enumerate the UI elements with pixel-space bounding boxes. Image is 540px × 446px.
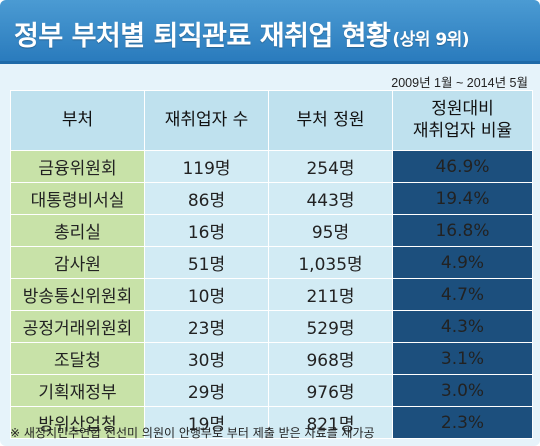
cell-dept: 금융위원회 [10,150,145,183]
cell-quota: 529명 [268,310,393,343]
header-ratio-line2: 재취업자 비율 [412,120,513,141]
cell-reemployed: 10명 [144,278,269,311]
footnote: ※ 새정치민주연합 진선미 의원이 안행부로 부터 제출 받은 자료를 재가공 [10,426,375,440]
cell-ratio: 4.9% [392,246,533,279]
chart-title-main: 정부 부처별 퇴직관료 재취업 현황 [14,21,391,52]
table-row: 방위산업청 19명 821명 2.3% [10,406,533,439]
table-body: 금융위원회 119명 254명 46.9% 대통령비서실 86명 443명 19.4% 총리실 1… [10,150,533,439]
chart-title-sub: (상위 9위) [392,30,470,50]
title-bar: 정부 부처별 퇴직관료 재취업 현황 (상위 9위) [0,0,540,64]
cell-quota: 95명 [268,214,393,247]
table-row: 총리실 16명 95명 16.8% [10,214,533,247]
cell-ratio: 3.0% [392,374,533,407]
table-row: 조달청 30명 968명 3.1% [10,342,533,375]
cell-reemployed: 16명 [144,214,269,247]
cell-quota: 211명 [268,278,393,311]
cell-reemployed: 29명 [144,374,269,407]
cell-ratio: 2.3% [392,406,533,439]
table-header-row: 부처 재취업자 수 부처 정원 정원대비 재취업자 비율 [10,90,533,151]
header-ratio: 정원대비 재취업자 비율 [392,90,533,151]
table-row: 대통령비서실 86명 443명 19.4% [10,182,533,215]
cell-reemployed: 51명 [144,246,269,279]
chart-title: 정부 부처별 퇴직관료 재취업 현황 (상위 9위) [14,14,470,53]
header-reemployed: 재취업자 수 [144,90,269,151]
cell-ratio: 4.3% [392,310,533,343]
cell-quota: 254명 [268,150,393,183]
reemployment-table: 부처 재취업자 수 부처 정원 정원대비 재취업자 비율 금융위원회 119명 25… [10,90,533,439]
header-quota: 부처 정원 [268,90,393,151]
cell-ratio: 3.1% [392,342,533,375]
cell-ratio: 46.9% [392,150,533,183]
cell-quota: 1,035명 [268,246,393,279]
cell-dept: 감사원 [10,246,145,279]
table-row: 금융위원회 119명 254명 46.9% [10,150,533,183]
cell-quota: 976명 [268,374,393,407]
table-row: 기획재정부 29명 976명 3.0% [10,374,533,407]
cell-reemployed: 86명 [144,182,269,215]
cell-dept: 총리실 [10,214,145,247]
cell-reemployed: 23명 [144,310,269,343]
table-row: 공정거래위원회 23명 529명 4.3% [10,310,533,343]
date-range: 2009년 1월 ~ 2014년 5월 [391,76,528,90]
cell-dept: 대통령비서실 [10,182,145,215]
table-row: 감사원 51명 1,035명 4.9% [10,246,533,279]
cell-dept: 방위산업청 [10,406,145,439]
cell-dept: 기획재정부 [10,374,145,407]
cell-reemployed: 119명 [144,150,269,183]
cell-quota: 821명 [268,406,393,439]
cell-dept: 공정거래위원회 [10,310,145,343]
cell-dept: 방송통신위원회 [10,278,145,311]
cell-dept: 조달청 [10,342,145,375]
cell-ratio: 16.8% [392,214,533,247]
cell-ratio: 19.4% [392,182,533,215]
cell-quota: 968명 [268,342,393,375]
header-dept: 부처 [10,90,145,151]
cell-quota: 443명 [268,182,393,215]
table-row: 방송통신위원회 10명 211명 4.7% [10,278,533,311]
header-ratio-line1: 정원대비 [431,99,494,120]
cell-reemployed: 30명 [144,342,269,375]
cell-ratio: 4.7% [392,278,533,311]
